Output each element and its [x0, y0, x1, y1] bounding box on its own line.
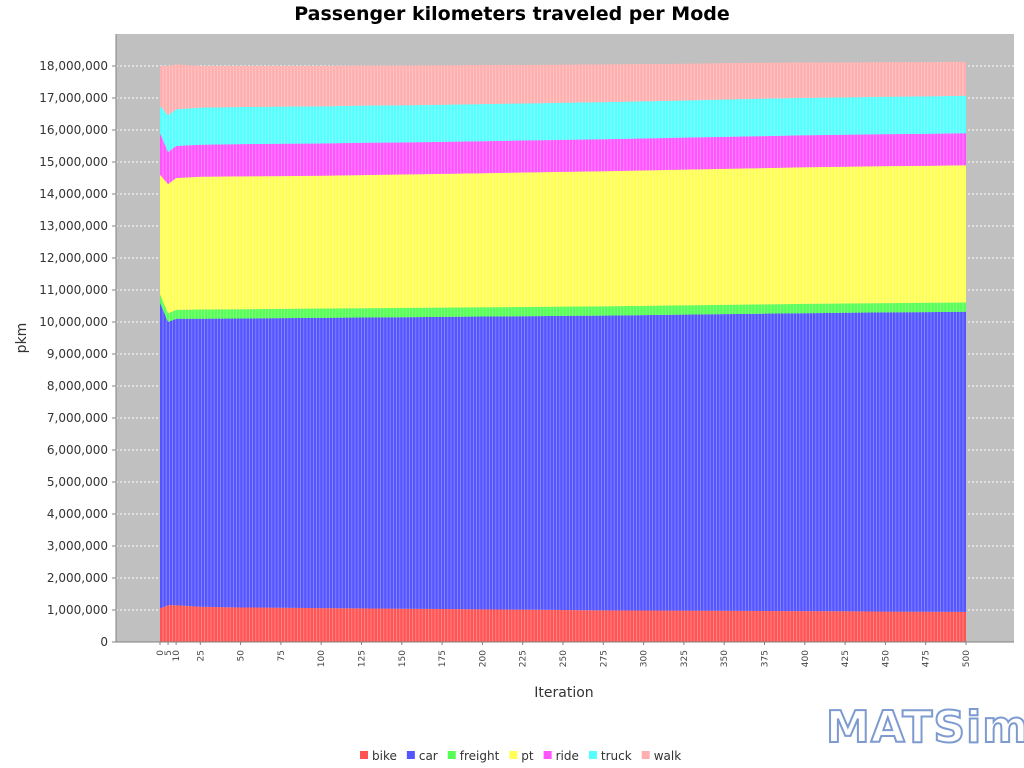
y-tick-label: 13,000,000	[39, 219, 108, 233]
legend: bike car freight pt ride truck walk	[360, 749, 681, 763]
x-tick-label: 275	[599, 650, 609, 667]
x-tick-label: 325	[680, 650, 690, 667]
legend-swatch-pt	[509, 751, 518, 759]
series-area-freight	[160, 294, 966, 322]
legend-label-truck: truck	[601, 749, 632, 763]
y-tick-label: 11,000,000	[39, 283, 108, 297]
y-tick-label: 9,000,000	[47, 347, 108, 361]
x-tick-label: 200	[478, 650, 488, 667]
y-tick-label: 12,000,000	[39, 251, 108, 265]
legend-swatch-bike	[360, 751, 368, 759]
legend-swatch-walk	[641, 751, 650, 759]
legend-label-car: car	[419, 749, 438, 763]
x-tick-label: 450	[881, 650, 891, 667]
y-tick-label: 3,000,000	[47, 539, 108, 553]
x-tick-label: 225	[519, 650, 529, 667]
series-areas	[160, 61, 966, 642]
y-tick-label: 1,000,000	[47, 603, 108, 617]
legend-swatch-freight	[447, 751, 456, 759]
y-tick-label: 10,000,000	[39, 315, 108, 329]
y-tick-label: 18,000,000	[39, 59, 108, 73]
y-tick-label: 7,000,000	[47, 411, 108, 425]
legend-label-freight: freight	[460, 749, 500, 763]
x-tick-label: 25	[196, 650, 206, 661]
matsim-logo: MATSim	[826, 702, 1024, 753]
y-tick-label: 4,000,000	[47, 507, 108, 521]
x-tick-label: 400	[801, 650, 811, 667]
series-area-walk	[160, 61, 966, 116]
series-area-bike	[160, 605, 966, 642]
x-tick-label: 175	[438, 650, 448, 667]
x-axis-title: Iteration	[534, 685, 593, 701]
x-tick-label: 150	[398, 650, 408, 667]
series-area-car	[160, 302, 966, 612]
x-tick-label: 375	[761, 650, 771, 667]
x-tick-label: 300	[640, 650, 650, 667]
y-tick-label: 14,000,000	[39, 187, 108, 201]
series-area-pt	[160, 165, 966, 314]
x-tick-label: 50	[237, 650, 247, 662]
y-tick-label: 0	[100, 635, 108, 649]
y-tick-label: 16,000,000	[39, 123, 108, 137]
legend-swatch-car	[406, 751, 415, 759]
x-tick-label: 500	[962, 650, 972, 667]
x-tick-label: 100	[317, 650, 327, 667]
legend-label-pt: pt	[521, 749, 534, 763]
x-tick-label: 425	[841, 650, 851, 667]
x-tick-label: 350	[720, 650, 730, 667]
x-tick-label: 250	[559, 650, 569, 667]
x-tick-label: 75	[277, 650, 287, 661]
y-tick-label: 5,000,000	[47, 475, 108, 489]
x-tick-label: 5	[164, 650, 174, 656]
y-tick-label: 17,000,000	[39, 91, 108, 105]
y-tick-label: 2,000,000	[47, 571, 108, 585]
chart-title: Passenger kilometers traveled per Mode	[294, 3, 729, 25]
legend-label-bike: bike	[372, 749, 397, 763]
x-tick-label: 0	[156, 650, 166, 656]
legend-label-ride: ride	[556, 749, 579, 763]
x-tick-label: 125	[358, 650, 368, 667]
y-axis-ticks: 0 1,000,000 2,000,000 3,000,000 4,000,000 5,0…	[39, 59, 116, 649]
y-tick-label: 15,000,000	[39, 155, 108, 169]
y-tick-label: 6,000,000	[47, 443, 108, 457]
y-axis-title: pkm	[14, 323, 30, 354]
legend-label-walk: walk	[654, 749, 682, 763]
x-tick-label: 10	[172, 650, 182, 662]
series-area-ride	[160, 133, 966, 185]
x-tick-label: 475	[922, 650, 932, 667]
legend-swatch-truck	[588, 751, 597, 759]
y-tick-label: 8,000,000	[47, 379, 108, 393]
legend-swatch-ride	[543, 751, 552, 759]
series-area-truck	[160, 95, 966, 153]
iteration-bar-separators	[162, 61, 964, 642]
